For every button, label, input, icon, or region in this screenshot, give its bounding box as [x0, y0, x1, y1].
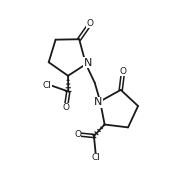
Text: N: N [84, 58, 92, 68]
Text: Cl: Cl [43, 81, 52, 90]
Text: Cl: Cl [92, 153, 101, 162]
Text: O: O [62, 103, 69, 112]
Text: N: N [94, 97, 102, 107]
Text: O: O [120, 67, 127, 76]
Text: O: O [74, 130, 81, 139]
Text: O: O [86, 19, 94, 28]
